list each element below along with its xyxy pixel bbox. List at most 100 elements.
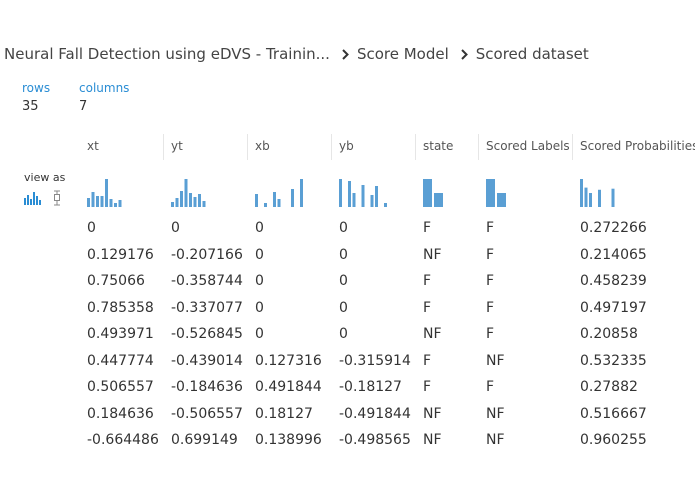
histogram-bar [339,179,342,207]
histogram-bar [384,203,387,207]
histogram-bar [300,179,303,207]
histogram-bar [598,189,601,207]
table-cell: 0 [339,273,348,289]
table-cell: 0.506557 [87,379,154,395]
histogram-bar [193,197,197,207]
histogram-bar [91,192,95,207]
table-cell: 0.458239 [580,273,647,289]
histogram-bar [105,179,108,207]
table-cell: 0.27882 [580,379,638,395]
table-cell: F [486,246,495,263]
column-header[interactable]: state [423,139,454,153]
histogram-bar [189,193,192,207]
column-separator [478,134,479,160]
table-cell: 0 [339,299,348,316]
table-cell: 0 [339,326,348,342]
boxplot-view-icon[interactable] [54,190,60,206]
column-histogram [339,179,387,207]
table-cell: NF [423,246,442,263]
table-cell: F [423,352,432,369]
histogram-bar [584,187,588,207]
histogram-bar [348,181,351,207]
table-cell: 0.18127 [255,405,313,422]
table-cell: -0.491844 [339,405,411,422]
table-cell: 0.493971 [87,326,154,342]
histogram-bar [361,185,365,207]
column-header[interactable]: yt [171,139,183,153]
breadcrumb-item: Scored dataset [475,45,589,63]
table-cell: NF [423,405,442,422]
column-separator [247,134,248,160]
breadcrumb: Neural Fall Detection using eDVS - Train… [4,45,589,63]
histogram-bar [352,193,356,207]
columns-label: columns [79,81,130,95]
table-cell: -0.207166 [171,246,243,263]
histogram-bar [114,203,117,207]
histogram-bar [180,191,183,207]
histogram-bar [100,196,104,207]
rows-label: rows [22,81,51,95]
table-cell: 0 [339,220,348,236]
column-header[interactable]: xb [255,139,270,153]
column-separator [163,134,164,160]
table-cell: 0.129176 [87,246,154,263]
column-histogram [87,179,122,207]
view-as-label: view as [24,171,66,184]
histogram-bar [375,186,378,207]
histogram-bar [184,179,188,207]
table-cell: NF [486,432,505,448]
table-cell: 0 [255,299,264,316]
table-cell: -0.498565 [339,432,411,448]
histogram-bar [589,193,592,207]
breadcrumb-chevron [461,48,468,60]
column-header[interactable]: xt [87,139,99,153]
histogram-bar [486,179,495,207]
breadcrumb-item[interactable]: Score Model [356,45,449,63]
table-cell: 0.960255 [580,432,647,448]
table-cell: 0.75066 [87,273,145,289]
table-cell: F [423,379,432,395]
table-cell: 0 [87,220,96,236]
histogram-bar [273,192,276,207]
table-cell: 0.127316 [255,352,322,369]
table-cell: -0.184636 [171,379,243,395]
breadcrumb-item[interactable]: Neural Fall Detection using eDVS - Train… [4,45,330,63]
table-cell: -0.664486 [87,432,159,448]
histogram-bar [171,202,174,207]
table-cell: -0.526845 [171,326,243,342]
table-cell: 0.447774 [87,352,154,369]
histogram-bar [255,194,258,207]
column-header[interactable]: yb [339,139,354,153]
table-cell: 0 [255,326,264,342]
histogram-view-icon[interactable] [24,192,41,205]
column-separator [415,134,416,160]
histogram-bar [611,188,615,207]
column-histogram [486,179,506,207]
histogram-bar [198,194,201,207]
column-header[interactable]: Scored Labels [486,139,570,153]
rows-count: 35 [22,99,39,114]
table-cell: F [486,379,495,395]
table-cell: NF [486,352,505,369]
histogram-bar [423,179,432,207]
table-cell: -0.439014 [171,352,243,369]
histogram-bar [87,198,90,207]
view-as-icons [24,190,60,206]
table-cell: F [423,220,432,236]
column-separator [331,134,332,160]
table-cell: -0.337077 [171,299,243,316]
table-cell: F [423,273,432,289]
table-cell: 0 [171,220,180,236]
histogram-bar [175,198,179,207]
column-separator [572,134,573,160]
table-cell: F [423,299,432,316]
histogram-bar [277,199,281,207]
table-cell: 0.532335 [580,352,647,369]
histogram-bar [580,179,583,207]
histogram-bar [291,189,294,207]
table-cell: NF [486,405,505,422]
table-cell: -0.358744 [171,273,243,289]
column-header[interactable]: Scored Probabilities [580,139,695,153]
table-cell: NF [423,432,442,448]
histogram-bar [202,201,206,207]
